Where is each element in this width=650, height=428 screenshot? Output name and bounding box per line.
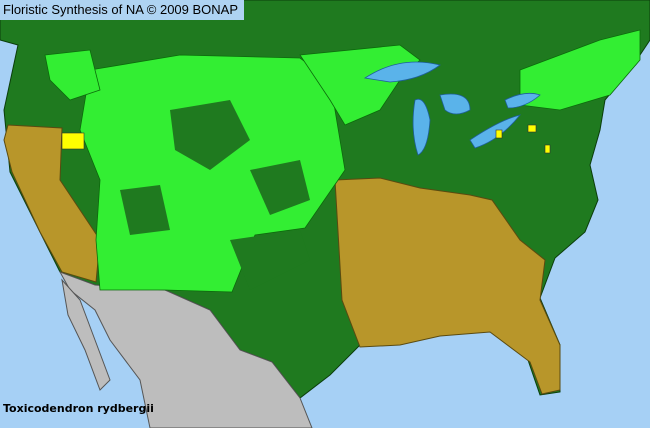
rare-records <box>61 124 551 154</box>
baja-region <box>61 278 111 391</box>
great-lakes <box>363 61 541 156</box>
map-title: Floristic Synthesis of NA © 2009 BONAP <box>0 0 245 20</box>
county-records-north <box>299 44 421 126</box>
absent-west-region <box>3 124 101 283</box>
absent-southeast-region <box>334 177 561 395</box>
county-records-northeast <box>519 29 641 111</box>
mexico-region <box>58 271 313 428</box>
species-name: Toxicodendron rydbergii <box>3 402 154 415</box>
county-records-west-north <box>44 49 101 101</box>
present-state-patches <box>120 100 310 290</box>
